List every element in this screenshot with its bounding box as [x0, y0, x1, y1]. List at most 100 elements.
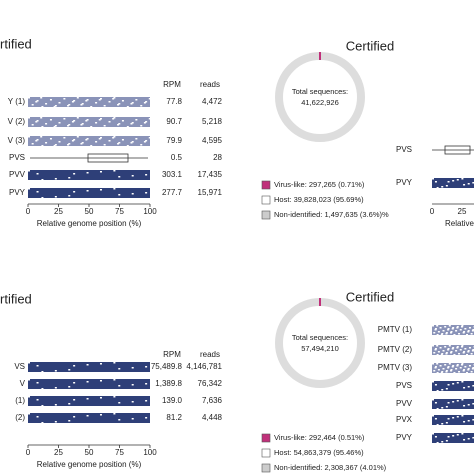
coverage-gap: [447, 402, 450, 404]
coverage-bar: [432, 433, 474, 443]
coverage-gap: [451, 328, 454, 330]
coverage-gap: [68, 104, 71, 106]
tick-label: 25: [54, 448, 63, 457]
coverage-gap: [113, 396, 116, 398]
coverage-gap: [472, 437, 474, 439]
coverage-gap: [31, 104, 34, 106]
coverage-gap: [73, 191, 76, 193]
coverage-gap: [458, 353, 461, 355]
coverage-bar: [28, 396, 150, 406]
coverage-gap: [143, 141, 146, 143]
legend-swatch: [261, 433, 271, 443]
coverage-gap: [439, 347, 442, 349]
coverage-gap: [471, 330, 474, 332]
rpm-value: 81.2: [166, 413, 182, 422]
coverage-gap: [452, 347, 455, 349]
coverage-gap: [86, 190, 89, 192]
coverage-gap: [450, 331, 453, 333]
coverage-gap: [455, 350, 458, 352]
coverage-gap: [45, 103, 48, 105]
coverage-gap: [135, 138, 138, 140]
coverage-gap: [28, 117, 30, 119]
coverage-gap: [461, 433, 464, 435]
coverage-gap: [81, 123, 84, 125]
coverage-bar: [432, 325, 474, 335]
coverage-gap: [86, 398, 89, 400]
reads-value: 4,448: [202, 413, 223, 422]
coverage-gap: [447, 349, 450, 351]
coverage-gap: [118, 419, 121, 421]
coverage-gap: [441, 423, 444, 425]
coverage-gap: [86, 415, 89, 417]
coverage-gap: [103, 125, 106, 127]
coverage-gap: [436, 354, 439, 356]
coverage-gap: [460, 346, 463, 348]
coverage-gap: [108, 140, 111, 142]
coverage-gap: [145, 400, 148, 402]
coverage-gap: [36, 382, 39, 384]
legend-text: Host: 54,863,379 (95.46%): [274, 448, 364, 457]
coverage-gap: [453, 372, 456, 374]
coverage-gap: [112, 118, 115, 120]
tick-label: 75: [115, 207, 124, 216]
coverage-gap: [143, 122, 146, 124]
coverage-gap: [434, 384, 437, 386]
coverage-gap: [140, 144, 143, 146]
coverage-gap: [95, 122, 98, 124]
row-label: (1): [15, 396, 25, 405]
coverage-gap: [76, 97, 79, 99]
coverage-gap: [36, 120, 39, 122]
coverage-gap: [130, 142, 133, 144]
coverage-gap: [456, 347, 459, 349]
coverage-gap: [113, 362, 116, 364]
reads-header: reads: [200, 350, 220, 359]
coverage-gap: [135, 99, 138, 101]
coverage-gap: [461, 399, 464, 401]
coverage-gap: [444, 326, 447, 328]
coverage-gap: [118, 194, 121, 196]
coverage-gap: [456, 365, 459, 367]
coverage-gap: [463, 331, 466, 333]
coverage-gap: [432, 363, 434, 365]
reads-value: 17,435: [198, 170, 223, 179]
coverage-bar: [28, 188, 150, 198]
coverage-gap: [437, 351, 440, 353]
coverage-gap: [71, 121, 74, 123]
coverage-gap: [41, 179, 44, 181]
coverage-gap: [463, 184, 466, 186]
coverage-gap: [98, 138, 101, 140]
coverage-gap: [40, 117, 43, 119]
coverage-gap: [445, 388, 448, 390]
coverage-gap: [437, 331, 440, 333]
legend-swatch: [261, 448, 271, 458]
tick-label: 0: [26, 448, 31, 457]
coverage-gap: [58, 122, 61, 124]
coverage-gap: [460, 364, 463, 366]
coverage-gap: [99, 118, 102, 120]
coverage-gap: [447, 367, 450, 369]
coverage-gap: [472, 329, 474, 331]
coverage-gap: [41, 145, 44, 147]
coverage-gap: [440, 372, 443, 374]
coverage-gap: [41, 388, 44, 390]
coverage-gap: [145, 174, 148, 176]
coverage-gap: [130, 123, 133, 125]
legend-text: Host: 39,828,023 (95.69%): [274, 195, 364, 204]
box: [87, 153, 129, 163]
rpm-value: 139.0: [162, 396, 183, 405]
row-label: VS: [14, 362, 25, 371]
coverage-gap: [456, 382, 459, 384]
coverage-gap: [76, 136, 79, 138]
coverage-gap: [448, 363, 451, 365]
coverage-gap: [148, 98, 151, 100]
row-label: V (2): [8, 117, 26, 126]
coverage-gap: [447, 181, 450, 183]
coverage-gap: [73, 139, 76, 141]
coverage-gap: [53, 126, 56, 128]
coverage-gap: [452, 417, 455, 419]
rpm-header: RPM: [163, 80, 181, 89]
coverage-gap: [90, 126, 93, 128]
coverage-gap: [36, 399, 39, 401]
coverage-gap: [36, 139, 39, 141]
